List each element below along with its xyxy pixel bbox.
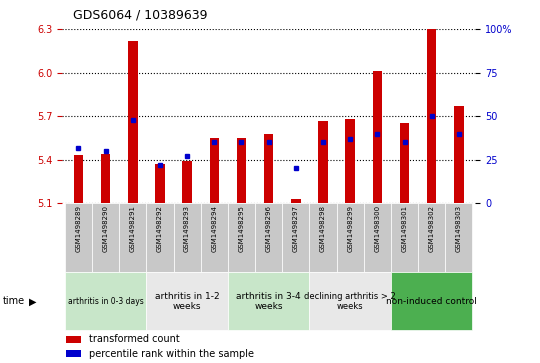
Text: GSM1498301: GSM1498301 bbox=[402, 205, 408, 252]
Bar bbox=[255, 203, 282, 272]
Bar bbox=[237, 138, 246, 203]
Bar bbox=[173, 203, 201, 272]
Bar bbox=[427, 29, 436, 203]
Text: time: time bbox=[3, 296, 25, 306]
Text: GSM1498295: GSM1498295 bbox=[239, 205, 245, 252]
Text: GSM1498300: GSM1498300 bbox=[374, 205, 380, 252]
Bar bbox=[183, 161, 192, 203]
Text: GSM1498290: GSM1498290 bbox=[103, 205, 109, 252]
Bar bbox=[119, 203, 146, 272]
Text: percentile rank within the sample: percentile rank within the sample bbox=[89, 348, 254, 359]
Text: GSM1498292: GSM1498292 bbox=[157, 205, 163, 252]
Bar bbox=[201, 203, 228, 272]
Text: GSM1498303: GSM1498303 bbox=[456, 205, 462, 252]
Bar bbox=[291, 199, 301, 203]
Bar bbox=[66, 350, 80, 357]
Bar bbox=[264, 134, 273, 203]
Bar bbox=[346, 119, 355, 203]
Bar bbox=[364, 203, 391, 272]
Bar bbox=[101, 154, 110, 203]
Text: GDS6064 / 10389639: GDS6064 / 10389639 bbox=[73, 9, 207, 22]
Text: arthritis in 0-3 days: arthritis in 0-3 days bbox=[68, 297, 144, 306]
Bar bbox=[282, 203, 309, 272]
Text: GSM1498297: GSM1498297 bbox=[293, 205, 299, 252]
Bar bbox=[400, 123, 409, 203]
Text: GSM1498302: GSM1498302 bbox=[429, 205, 435, 252]
Bar bbox=[155, 164, 165, 203]
Bar bbox=[92, 203, 119, 272]
Text: GSM1498294: GSM1498294 bbox=[211, 205, 217, 252]
Text: GSM1498299: GSM1498299 bbox=[347, 205, 353, 252]
Text: GSM1498298: GSM1498298 bbox=[320, 205, 326, 252]
Bar bbox=[73, 155, 83, 203]
Text: transformed count: transformed count bbox=[89, 334, 180, 344]
Text: arthritis in 1-2
weeks: arthritis in 1-2 weeks bbox=[155, 291, 219, 311]
Bar bbox=[65, 272, 146, 330]
Text: ▶: ▶ bbox=[29, 296, 36, 306]
Text: GSM1498289: GSM1498289 bbox=[76, 205, 82, 252]
Bar bbox=[146, 203, 173, 272]
Bar bbox=[309, 203, 336, 272]
Text: arthritis in 3-4
weeks: arthritis in 3-4 weeks bbox=[237, 291, 301, 311]
Text: GSM1498296: GSM1498296 bbox=[266, 205, 272, 252]
Bar bbox=[373, 71, 382, 203]
Bar bbox=[228, 272, 309, 330]
Bar bbox=[66, 335, 80, 343]
Text: GSM1498293: GSM1498293 bbox=[184, 205, 190, 252]
Bar bbox=[454, 106, 464, 203]
Bar bbox=[418, 203, 446, 272]
Bar bbox=[309, 272, 391, 330]
Bar bbox=[391, 203, 418, 272]
Bar bbox=[128, 41, 138, 203]
Bar bbox=[210, 138, 219, 203]
Bar bbox=[336, 203, 364, 272]
Text: GSM1498291: GSM1498291 bbox=[130, 205, 136, 252]
Bar bbox=[318, 121, 328, 203]
Bar bbox=[228, 203, 255, 272]
Bar bbox=[446, 203, 472, 272]
Bar bbox=[146, 272, 228, 330]
Bar bbox=[391, 272, 472, 330]
Bar bbox=[65, 203, 92, 272]
Text: non-induced control: non-induced control bbox=[386, 297, 477, 306]
Text: declining arthritis > 2
weeks: declining arthritis > 2 weeks bbox=[305, 291, 396, 311]
